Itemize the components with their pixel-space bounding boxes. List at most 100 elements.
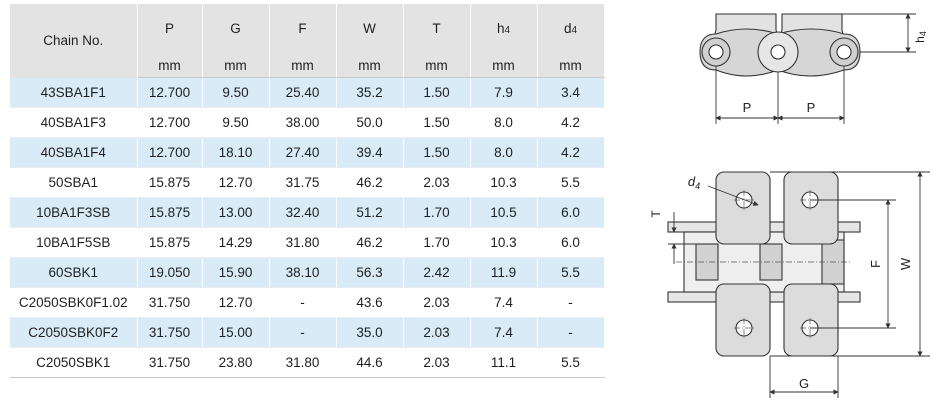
label-p2: P: [807, 100, 816, 115]
value-cell-h4: 10.5: [470, 197, 538, 228]
top-view-drawing: [667, 171, 861, 357]
value-cell-P: 31.750: [137, 287, 203, 318]
value-cell-F: 27.40: [269, 137, 337, 168]
value-cell-G: 18.10: [202, 137, 270, 168]
top-view-dimensions: [668, 171, 930, 398]
chain-no-cell: C2050SBK0F1.02: [10, 287, 138, 318]
value-cell-F: 25.40: [269, 77, 337, 108]
table-row: 43SBA1F1 12.700 9.50 25.40 35.2 1.50 7.9 3.4: [10, 77, 605, 108]
label-h4-sub: 4: [918, 31, 928, 36]
table-row: 40SBA1F4 12.700 18.10 27.40 39.4 1.50 8.0 4.2: [10, 137, 605, 168]
unit-cell: mm: [137, 53, 203, 78]
value-cell-G: 23.80: [202, 347, 270, 378]
chain-no-cell: C2050SBK1: [10, 347, 138, 378]
column-header-subscript: 4: [504, 25, 511, 36]
value-cell-T: 2.03: [403, 287, 471, 318]
value-cell-G: 15.00: [202, 317, 270, 348]
value-cell-W: 35.0: [336, 317, 404, 348]
roller-inner-2: [770, 44, 786, 60]
column-header-T: T: [403, 4, 471, 53]
value-cell-T: 2.42: [403, 257, 471, 288]
value-cell-d4: 5.5: [537, 347, 605, 378]
value-cell-P: 15.875: [137, 227, 203, 258]
value-cell-W: 44.6: [336, 347, 404, 378]
value-cell-T: 1.50: [403, 107, 471, 138]
value-cell-T: 1.70: [403, 197, 471, 228]
chain-no-header: Chain No.: [10, 4, 138, 78]
column-header-W: W: [336, 4, 404, 53]
chain-no-cell: 50SBA1: [10, 167, 138, 198]
value-cell-W: 50.0: [336, 107, 404, 138]
value-cell-d4: 4.2: [537, 137, 605, 168]
value-cell-G: 12.70: [202, 167, 270, 198]
value-cell-G: 9.50: [202, 107, 270, 138]
value-cell-F: -: [269, 317, 337, 348]
column-header-label: F: [298, 21, 307, 36]
value-cell-d4: 6.0: [537, 197, 605, 228]
column-header-label: G: [230, 21, 241, 36]
value-cell-G: 9.50: [202, 77, 270, 108]
value-cell-d4: 3.4: [537, 77, 605, 108]
table-row: C2050SBK0F1.02 31.750 12.70-43.6 2.03 7.4-: [10, 287, 605, 318]
value-cell-T: 1.50: [403, 137, 471, 168]
value-cell-T: 1.50: [403, 77, 471, 108]
value-cell-G: 13.00: [202, 197, 270, 228]
side-view-dimensions: [715, 13, 916, 124]
table-row: 60SBK1 19.050 15.90 38.10 56.3 2.42 11.9 5.5: [10, 257, 605, 288]
value-cell-W: 46.2: [336, 227, 404, 258]
roller-inner-1: [708, 44, 724, 60]
column-header-G: G: [202, 4, 270, 53]
column-header-d4: d4: [537, 4, 605, 53]
chain-no-cell: C2050SBK0F2: [10, 317, 138, 348]
value-cell-T: 2.03: [403, 317, 471, 348]
value-cell-P: 19.050: [137, 257, 203, 288]
value-cell-h4: 11.9: [470, 257, 538, 288]
chain-no-cell: 43SBA1F1: [10, 77, 138, 108]
label-f: F: [868, 260, 883, 268]
value-cell-T: 2.03: [403, 167, 471, 198]
unit-cell: mm: [403, 53, 471, 78]
chain-no-cell: 40SBA1F4: [10, 137, 138, 168]
label-w: W: [898, 257, 913, 270]
value-cell-P: 31.750: [137, 347, 203, 378]
value-cell-d4: 6.0: [537, 227, 605, 258]
value-cell-h4: 7.4: [470, 317, 538, 348]
value-cell-W: 35.2: [336, 77, 404, 108]
value-cell-d4: 5.5: [537, 257, 605, 288]
table-row: 40SBA1F3 12.700 9.50 38.00 50.0 1.50 8.0 4.2: [10, 107, 605, 138]
value-cell-P: 12.700: [137, 107, 203, 138]
value-cell-T: 2.03: [403, 347, 471, 378]
column-header-P: P: [137, 4, 203, 53]
unit-cell: mm: [269, 53, 337, 78]
table-row: C2050SBK1 31.750 23.80 31.80 44.6 2.03 11.1 5.5: [10, 347, 605, 378]
value-cell-h4: 11.1: [470, 347, 538, 378]
value-cell-P: 15.875: [137, 167, 203, 198]
value-cell-F: -: [269, 287, 337, 318]
column-header-label: P: [164, 21, 174, 36]
label-p1: P: [743, 100, 752, 115]
column-header-h4: h4: [470, 4, 538, 53]
value-cell-W: 56.3: [336, 257, 404, 288]
unit-cell: mm: [336, 53, 404, 78]
value-cell-F: 38.00: [269, 107, 337, 138]
value-cell-d4: -: [537, 317, 605, 348]
value-cell-F: 38.10: [269, 257, 337, 288]
value-cell-h4: 10.3: [470, 227, 538, 258]
value-cell-F: 32.40: [269, 197, 337, 228]
label-d4-main: d: [688, 174, 696, 189]
table-row: 10BA1F3SB 15.875 13.00 32.40 51.2 1.70 10.5 6.0: [10, 197, 605, 228]
value-cell-T: 1.70: [403, 227, 471, 258]
value-cell-h4: 7.4: [470, 287, 538, 318]
table-row: 10BA1F5SB 15.875 14.29 31.80 46.2 1.70 10.3 6.0: [10, 227, 605, 258]
value-cell-W: 46.2: [336, 167, 404, 198]
chain-no-cell: 10BA1F3SB: [10, 197, 138, 228]
value-cell-h4: 10.3: [470, 167, 538, 198]
column-header-label: W: [363, 21, 376, 36]
value-cell-F: 31.80: [269, 227, 337, 258]
chain-no-cell: 10BA1F5SB: [10, 227, 138, 258]
chain-no-cell: 40SBA1F3: [10, 107, 138, 138]
value-cell-W: 51.2: [336, 197, 404, 228]
value-cell-F: 31.80: [269, 347, 337, 378]
